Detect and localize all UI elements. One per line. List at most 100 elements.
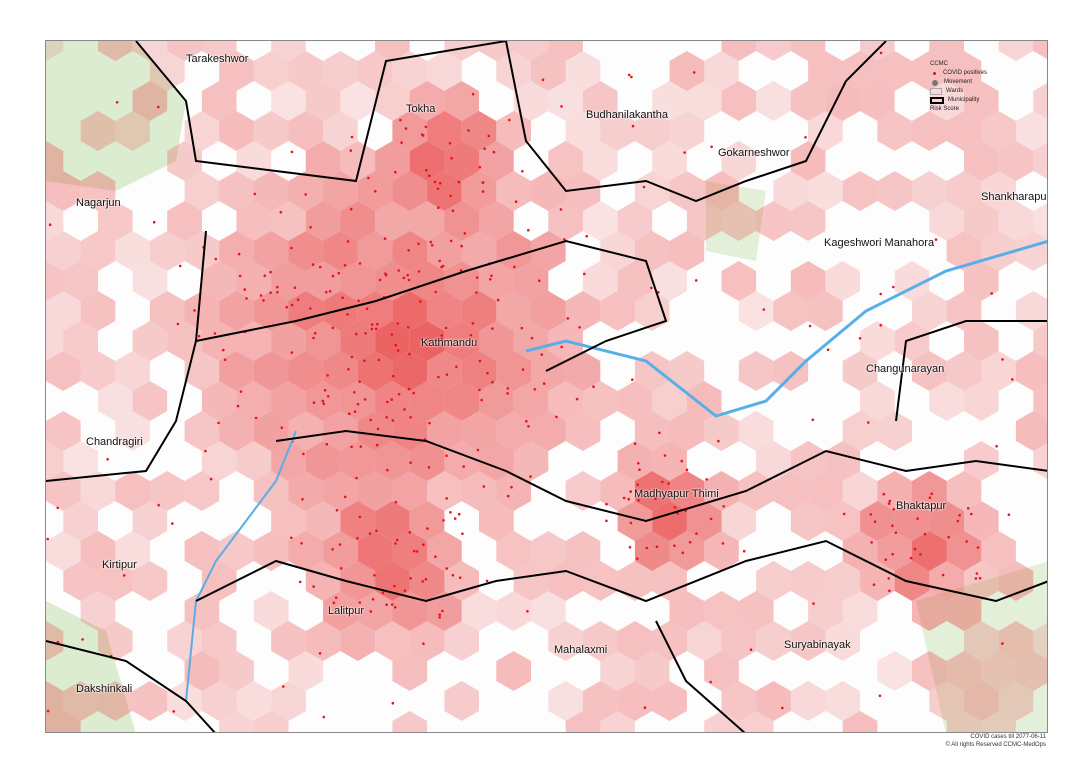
risk-hex: [877, 111, 912, 151]
risk-hex: [1033, 383, 1047, 419]
covid-case-dot: [384, 272, 387, 275]
risk-hex: [531, 291, 566, 331]
covid-case-dot: [396, 322, 400, 325]
covid-case-dot: [350, 355, 354, 359]
covid-case-dot: [976, 546, 980, 549]
risk-hex: [548, 681, 583, 721]
covid-case-dot: [478, 165, 482, 169]
risk-hex: [964, 261, 999, 301]
risk-hex: [46, 441, 64, 481]
risk-hex: [115, 231, 150, 271]
risk-hex: [63, 441, 98, 481]
covid-case-dot: [888, 499, 892, 503]
covid-case-dot: [457, 512, 461, 516]
risk-hex: [790, 501, 826, 541]
covid-case-dot: [688, 540, 692, 544]
risk-hex: [600, 291, 635, 331]
covid-case-dot: [978, 576, 982, 580]
risk-hex: [357, 471, 393, 511]
risk-hex: [912, 351, 947, 391]
covid-case-dot: [395, 538, 399, 542]
covid-case-dot: [629, 490, 632, 493]
risk-hex: [981, 231, 1016, 271]
risk-hex: [565, 471, 601, 511]
covid-case-dot: [482, 485, 486, 488]
risk-hex: [773, 351, 809, 391]
risk-hex: [790, 81, 826, 121]
risk-hex: [531, 351, 566, 391]
covid-case-dot: [326, 395, 330, 398]
risk-hex: [323, 291, 358, 331]
covid-case-dot: [448, 142, 452, 145]
covid-case-dot: [375, 529, 378, 533]
risk-hex: [271, 501, 306, 541]
risk-hex: [634, 291, 670, 331]
legend-label: Wards: [946, 88, 964, 94]
risk-hex: [582, 141, 618, 181]
risk-hex: [704, 51, 739, 91]
risk-hex: [167, 41, 202, 61]
covid-case-dot: [223, 358, 227, 362]
risk-hex: [323, 111, 358, 151]
covid-case-dot: [527, 228, 530, 232]
covid-case-dot: [506, 387, 510, 390]
risk-hex: [219, 531, 254, 571]
covid-case-dot: [396, 349, 400, 352]
risk-hex: [704, 591, 739, 631]
risk-hex: [201, 81, 237, 121]
covid-case-dot: [559, 208, 563, 211]
risk-hex: [132, 81, 168, 121]
risk-hex: [444, 81, 479, 121]
risk-hex: [63, 321, 98, 361]
risk-hex: [115, 531, 150, 571]
covid-case-dot: [440, 337, 443, 341]
risk-hex: [375, 321, 410, 361]
risk-hex: [409, 141, 445, 181]
covid-case-dot: [259, 294, 263, 297]
covid-case-dot: [1011, 378, 1014, 381]
risk-hex: [392, 531, 428, 571]
risk-hex: [46, 261, 64, 301]
covid-case-dot: [508, 118, 511, 122]
risk-hex: [305, 81, 341, 121]
risk-hex: [565, 351, 601, 391]
covid-case-dot: [204, 449, 207, 453]
risk-hex: [1015, 411, 1047, 451]
map-canvas[interactable]: [46, 41, 1048, 733]
covid-case-dot: [408, 352, 411, 356]
risk-hex: [548, 201, 583, 241]
risk-hex: [548, 621, 583, 661]
covid-case-dot: [369, 418, 373, 422]
covid-case-dot: [560, 105, 563, 108]
covid-case-dot: [364, 332, 367, 335]
risk-hex: [842, 351, 878, 391]
covid-case-dot: [122, 574, 126, 577]
covid-case-dot: [445, 497, 449, 500]
risk-hex: [842, 411, 878, 451]
map-frame[interactable]: Tarakeshwor Tokha Budhanilakantha Gokarn…: [45, 40, 1048, 733]
covid-case-dot: [427, 466, 431, 469]
risk-hex: [513, 321, 549, 361]
legend-risk-label: Risk Score: [930, 106, 960, 112]
covid-case-dot: [459, 269, 463, 272]
risk-hex: [946, 531, 982, 571]
risk-hex: [617, 681, 653, 721]
covid-case-dot: [346, 240, 350, 243]
covid-case-dot: [872, 583, 876, 586]
covid-case-dot: [475, 276, 479, 279]
covid-case-dot: [661, 480, 664, 484]
risk-hex: [565, 411, 601, 451]
covid-case-dot: [492, 150, 496, 154]
covid-case-dot: [956, 519, 960, 523]
risk-hex: [842, 531, 878, 571]
risk-hex: [46, 681, 64, 721]
covid-case-dot: [478, 388, 481, 392]
covid-case-dot: [970, 512, 973, 516]
covid-case-dot: [934, 238, 938, 241]
risk-hex: [565, 291, 601, 331]
covid-case-dot: [340, 567, 343, 570]
covid-case-dot: [321, 399, 325, 403]
risk-hex: [582, 681, 618, 721]
covid-case-dot: [916, 517, 919, 520]
covid-case-dot: [358, 515, 362, 519]
